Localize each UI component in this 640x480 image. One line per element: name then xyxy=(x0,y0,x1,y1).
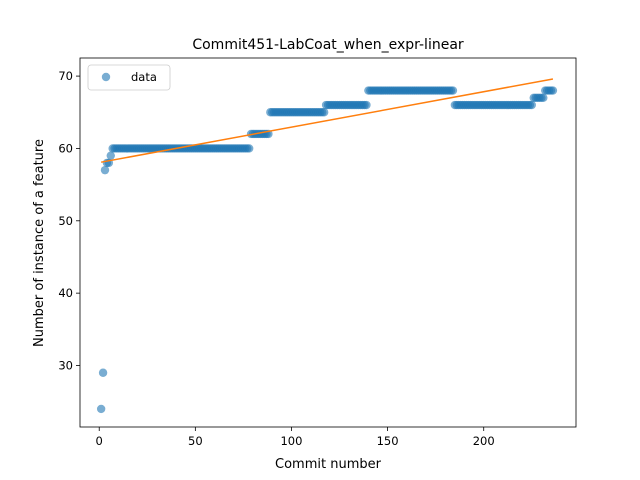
data-point xyxy=(244,144,254,153)
x-tick-label: 200 xyxy=(473,434,495,448)
data-point xyxy=(539,93,548,102)
legend-marker xyxy=(101,72,111,82)
y-tick-label: 70 xyxy=(58,69,73,83)
x-tick-label: 50 xyxy=(188,434,203,448)
x-tick-label: 0 xyxy=(96,434,103,448)
y-tick-label: 30 xyxy=(58,359,73,373)
y-axis-label: Number of instance of a feature xyxy=(32,139,47,347)
x-tick-label: 100 xyxy=(280,434,302,448)
y-axis-ticks: 30 40 50 60 70 xyxy=(58,69,80,373)
x-tick-label: 150 xyxy=(377,434,399,448)
plot-area xyxy=(79,57,577,428)
y-tick-label: 40 xyxy=(58,286,73,300)
data-point xyxy=(362,100,371,110)
data-point xyxy=(98,368,108,377)
chart-title: Commit451-LabCoat_when_expr-linear xyxy=(192,37,464,53)
data-point xyxy=(548,86,558,95)
data-point xyxy=(106,151,115,160)
x-axis-ticks: 0 50 100 150 200 xyxy=(96,427,495,448)
data-point xyxy=(100,165,110,175)
legend-box xyxy=(87,64,171,91)
data-point xyxy=(527,100,536,110)
legend-label: data xyxy=(131,70,157,84)
data-point xyxy=(96,404,106,414)
y-tick-label: 60 xyxy=(58,141,73,155)
legend: data xyxy=(87,64,171,91)
fit-line xyxy=(101,78,554,163)
data-point xyxy=(448,86,458,95)
y-tick-label: 50 xyxy=(58,214,73,228)
axes-frame xyxy=(79,57,577,428)
x-axis-label: Commit number xyxy=(275,457,382,472)
data-point xyxy=(319,108,329,117)
